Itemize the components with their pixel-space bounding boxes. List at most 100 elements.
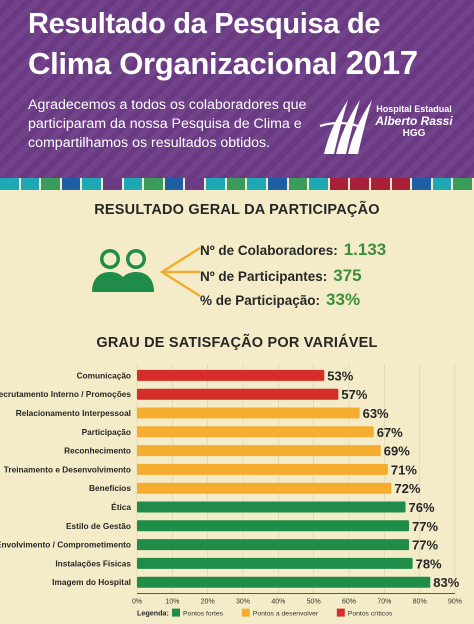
bar	[137, 557, 413, 569]
category-label: Participação	[82, 427, 131, 437]
bar	[137, 539, 410, 551]
bar	[137, 388, 339, 400]
logo-line3: HGG	[402, 128, 426, 139]
bar	[137, 426, 374, 438]
stripe-segment	[412, 178, 431, 190]
satisfaction-bar-chart: Comunicação 53% Recrutamento Interno / Pro…	[0, 364, 462, 618]
stripe-segment	[391, 178, 411, 190]
bar	[137, 520, 410, 532]
stripe-segment	[370, 178, 390, 190]
stripe-segment	[0, 178, 19, 190]
bar-value-label: 76%	[409, 500, 435, 515]
category-label: Treinamento e Desenvolvimento	[4, 464, 131, 474]
stat-value: 1.133	[343, 240, 387, 259]
bar-value-label: 57%	[341, 387, 367, 402]
bar	[137, 369, 325, 381]
bar	[137, 463, 388, 475]
x-tick-label: 70%	[377, 599, 391, 606]
stripe-segment	[226, 178, 246, 190]
stat-label: Nº de Participantes:	[200, 269, 328, 284]
category-label: Ética	[111, 502, 131, 512]
stripe-segment	[350, 178, 369, 190]
stat-label: Nº de Colaboradores:	[200, 243, 338, 258]
logo-line1: Hospital Estadual	[376, 104, 452, 114]
x-tick-label: 90%	[448, 599, 462, 606]
x-tick-label: 30%	[236, 599, 250, 606]
stat-colaboradores: Nº de Colaboradores: 1.133	[200, 240, 386, 260]
bar	[137, 445, 381, 457]
stripe-segment	[329, 178, 349, 190]
bar-value-label: 69%	[384, 444, 410, 459]
bar	[137, 482, 392, 494]
stripe-segment	[432, 178, 452, 190]
bar-value-label: 72%	[394, 481, 420, 496]
legend-label: Pontos fortes	[183, 611, 224, 618]
category-label: Comunicação	[77, 370, 131, 380]
stripe-segment	[309, 178, 328, 190]
stripe-segment	[82, 178, 102, 190]
legend-label: Pontos a desenvolver	[253, 611, 319, 618]
x-tick-label: 10%	[165, 599, 179, 606]
x-tick-label: 50%	[307, 599, 321, 606]
category-label: Benefícios	[89, 483, 131, 493]
page-title-year: 2017	[345, 44, 419, 81]
stripe-segment	[453, 178, 473, 190]
stat-value: 375	[333, 266, 362, 285]
bar-value-label: 77%	[412, 519, 438, 534]
legend-title: Legenda:	[137, 609, 169, 618]
logo-line2: Alberto Rassi	[375, 114, 453, 128]
bar-value-label: 83%	[433, 575, 459, 590]
stripe-segment	[247, 178, 266, 190]
header-banner: Resultado da Pesquisa de Clima Organizac…	[0, 0, 474, 178]
category-label: Relacionamento Interpessoal	[16, 408, 131, 418]
pointer-lines-icon	[159, 246, 201, 298]
stripe-segment	[185, 178, 205, 190]
participation-section-title: RESULTADO GERAL DA PARTICIPAÇÃO	[94, 202, 380, 218]
x-tick-label: 0%	[132, 599, 142, 606]
x-tick-label: 60%	[342, 599, 356, 606]
bar-value-label: 63%	[363, 406, 389, 421]
stat-participacao: % de Participação: 33%	[200, 290, 360, 310]
people-icon	[92, 249, 154, 292]
category-label: Recrutamento Interno / Promoções	[0, 389, 131, 399]
bar	[137, 501, 406, 513]
x-tick-label: 80%	[413, 599, 427, 606]
category-label: Estilo de Gestão	[66, 521, 131, 531]
hospital-logo-text: Hospital Estadual Alberto Rassi HGG	[368, 104, 460, 139]
bar-value-label: 78%	[416, 556, 442, 571]
stat-label: % de Participação:	[200, 293, 321, 308]
category-label: Instalações Físicas	[55, 558, 131, 568]
decorative-color-stripe	[0, 178, 474, 190]
stripe-segment	[123, 178, 143, 190]
stripe-segment	[20, 178, 40, 190]
bar-value-label: 53%	[327, 368, 353, 383]
x-tick-label: 40%	[271, 599, 285, 606]
bar	[137, 576, 431, 588]
legend-swatch	[172, 608, 180, 617]
stripe-segment	[103, 178, 122, 190]
stripe-segment	[164, 178, 184, 190]
stripe-segment	[267, 178, 287, 190]
bar	[137, 407, 360, 419]
bar-value-label: 71%	[391, 462, 417, 477]
legend-swatch	[336, 608, 345, 617]
bar-value-label: 77%	[412, 538, 438, 553]
stripe-segment	[61, 178, 81, 190]
category-label: Envolvimento / Comprometimento	[0, 540, 131, 550]
page-title-main: Clima Organizacional	[28, 46, 338, 81]
bar-value-label: 67%	[377, 425, 403, 440]
hospital-logo: Hospital Estadual Alberto Rassi HGG	[318, 96, 468, 158]
stripe-segment	[41, 178, 60, 190]
legend-swatch	[241, 608, 250, 617]
stripe-segment	[144, 178, 163, 190]
stat-value: 33%	[326, 290, 361, 309]
intro-text: Agradecemos a todos os colaboradores que…	[28, 97, 307, 151]
page-title-line2: Clima Organizacional 2017	[28, 44, 418, 82]
stat-participantes: Nº de Participantes: 375	[200, 266, 362, 286]
stripe-segment	[288, 178, 308, 190]
category-label: Imagem do Hospital	[52, 577, 131, 587]
category-label: Reconhecimento	[64, 446, 131, 456]
page-title-line1: Resultado da Pesquisa de	[28, 8, 381, 40]
stripe-segment	[206, 178, 225, 190]
legend-label: Pontos críticos	[348, 611, 393, 618]
